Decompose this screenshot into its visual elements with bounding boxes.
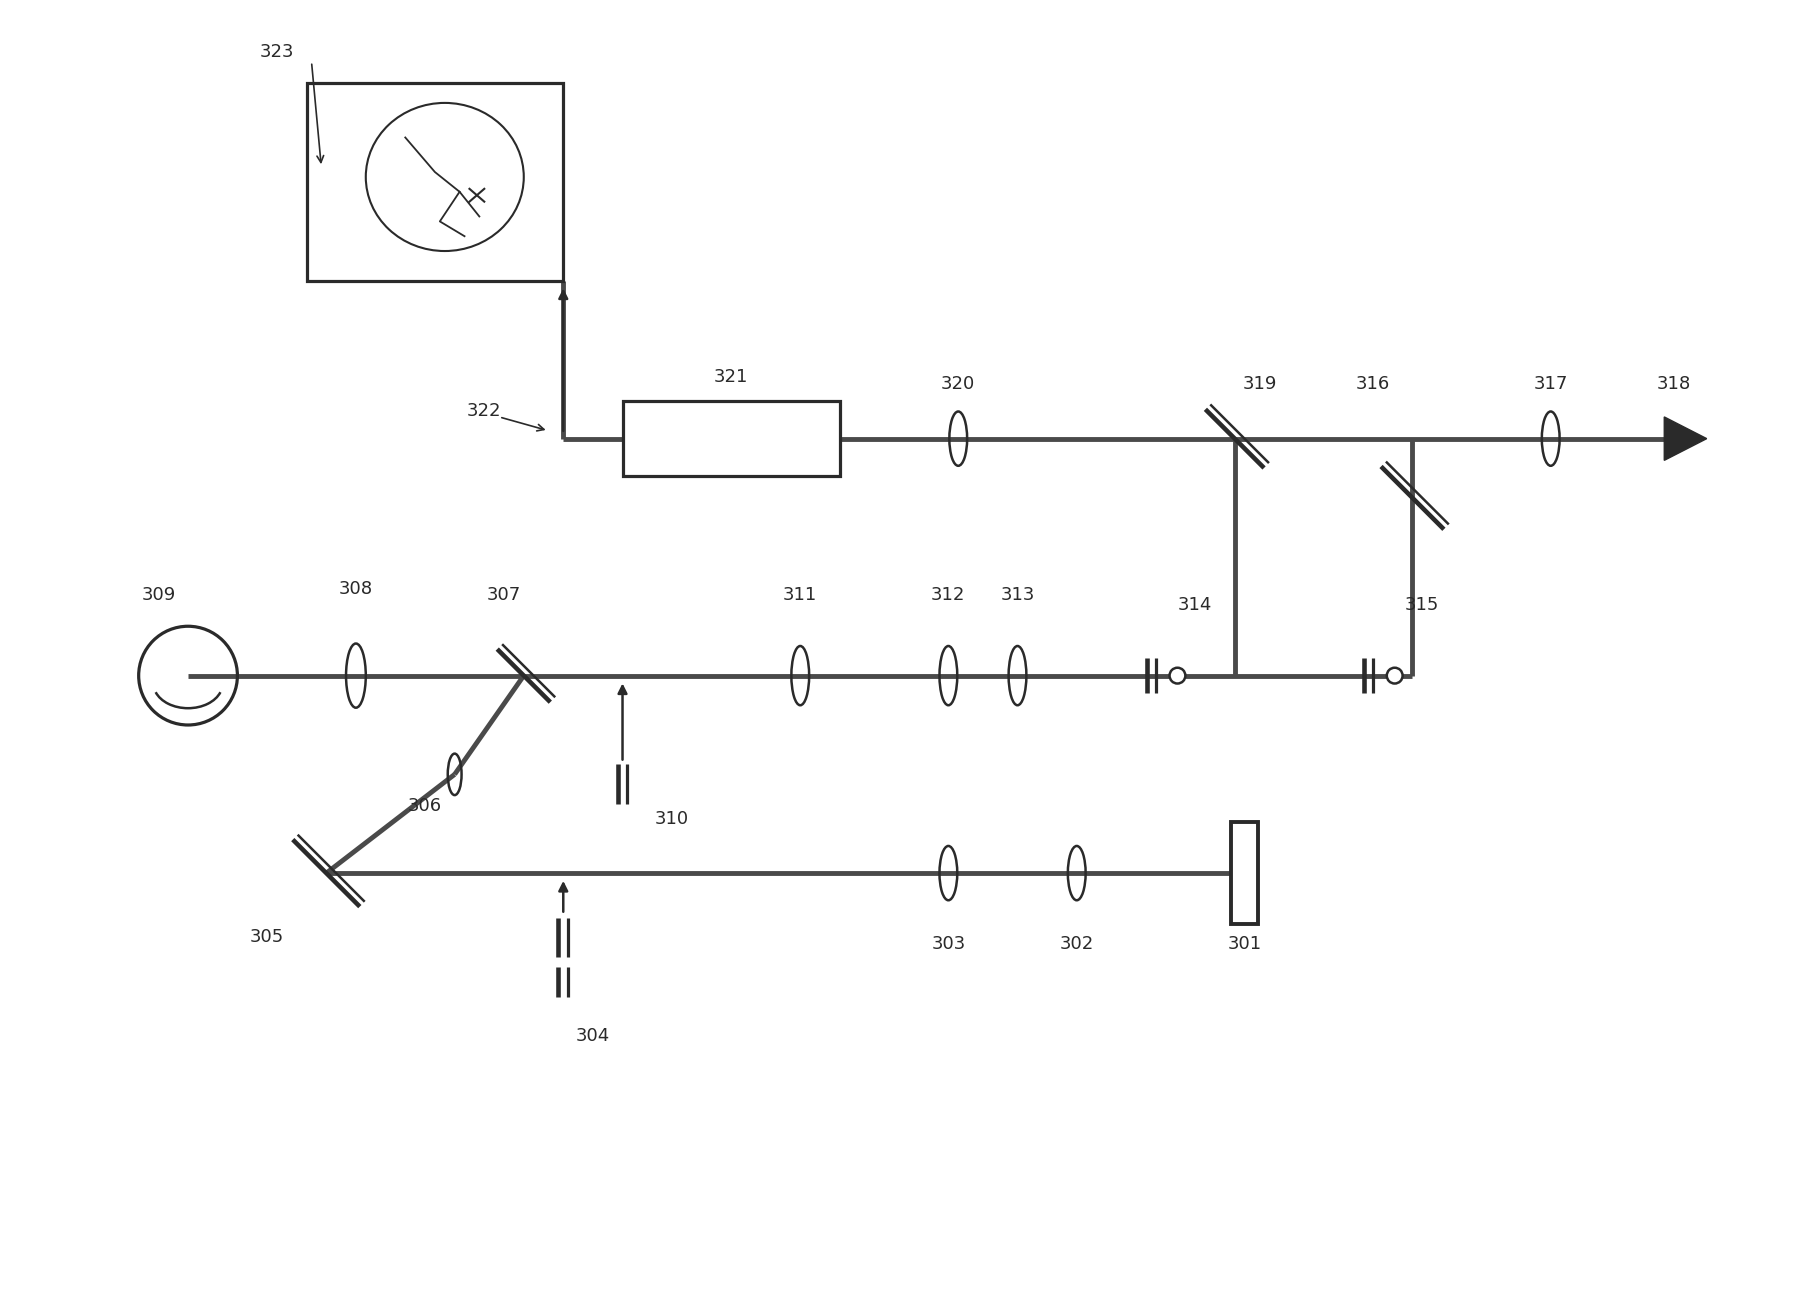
- Text: 321: 321: [714, 368, 748, 386]
- Text: 319: 319: [1242, 376, 1277, 393]
- Text: 317: 317: [1534, 376, 1568, 393]
- Text: 309: 309: [142, 585, 176, 603]
- Text: 316: 316: [1356, 376, 1390, 393]
- Text: 318: 318: [1658, 376, 1692, 393]
- Text: 312: 312: [931, 585, 966, 603]
- Text: 305: 305: [250, 928, 284, 946]
- Text: 302: 302: [1059, 935, 1093, 953]
- Text: 303: 303: [931, 935, 966, 953]
- FancyBboxPatch shape: [1232, 822, 1259, 925]
- Text: 304: 304: [575, 1027, 610, 1045]
- Text: 301: 301: [1228, 935, 1262, 953]
- Polygon shape: [1665, 417, 1706, 460]
- Circle shape: [1386, 668, 1402, 683]
- Text: 315: 315: [1406, 596, 1440, 614]
- Text: 307: 307: [487, 585, 521, 603]
- FancyBboxPatch shape: [622, 401, 840, 477]
- Text: 310: 310: [654, 810, 689, 828]
- Text: 313: 313: [1000, 585, 1034, 603]
- Text: 311: 311: [784, 585, 818, 603]
- Text: 314: 314: [1178, 596, 1212, 614]
- Text: 323: 323: [259, 43, 295, 61]
- FancyBboxPatch shape: [306, 83, 563, 280]
- Text: 308: 308: [338, 580, 372, 598]
- Circle shape: [1169, 668, 1185, 683]
- Text: 306: 306: [408, 797, 442, 815]
- Text: 320: 320: [940, 376, 975, 393]
- Text: 322: 322: [467, 402, 502, 420]
